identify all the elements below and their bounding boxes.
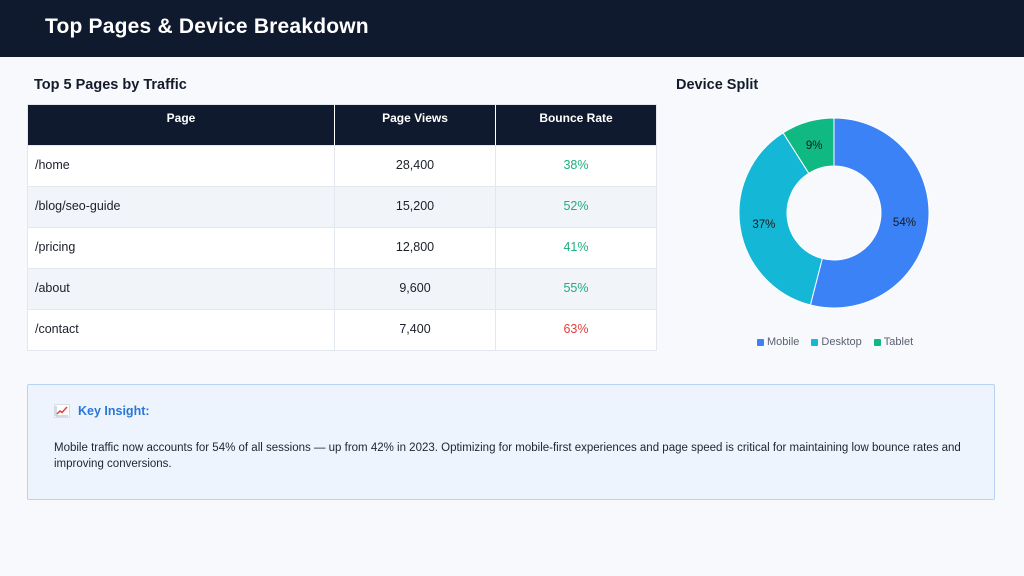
page-views-cell: 9,600	[335, 269, 496, 309]
bounce-rate-cell: 41%	[563, 240, 589, 254]
column-header-page[interactable]: Page	[28, 105, 335, 145]
legend-swatch-desktop	[811, 338, 819, 346]
legend-swatch-tablet	[873, 338, 881, 346]
page-cell: /home	[28, 146, 335, 186]
legend-item-mobile[interactable]: Mobile	[757, 336, 799, 348]
table-header-row: Page Page Views Bounce Rate	[28, 105, 656, 145]
table-row[interactable]: /blog/seo-guide 15,200 52%	[28, 186, 656, 227]
page-cell: /about	[28, 269, 335, 309]
donut-chart-svg: 54% 37% 9%	[738, 117, 930, 309]
column-header-page-views[interactable]: Page Views	[335, 105, 496, 145]
table-row[interactable]: /about 9,600 55%	[28, 268, 656, 309]
table-row[interactable]: /home 28,400 38%	[28, 145, 656, 186]
insight-title: Key Insight:	[78, 404, 150, 418]
donut-slice-desktop[interactable]	[738, 132, 823, 306]
page-cell: /blog/seo-guide	[28, 187, 335, 227]
donut-slice-mobile[interactable]	[809, 117, 930, 309]
device-split-title: Device Split	[676, 77, 759, 93]
page-title: Top Pages & Device Breakdown	[45, 15, 369, 38]
slice-label-desktop: 37%	[752, 219, 775, 231]
legend-item-desktop[interactable]: Desktop	[811, 336, 862, 348]
table-title: Top 5 Pages by Traffic	[34, 77, 187, 93]
insight-body-text: Mobile traffic now accounts for 54% of a…	[54, 442, 961, 470]
legend-label-mobile: Mobile	[767, 336, 800, 348]
slice-label-mobile: 54%	[893, 217, 916, 229]
bounce-rate-cell: 63%	[563, 322, 589, 336]
device-split-donut-chart: 54% 37% 9%	[730, 112, 940, 314]
donut-slice-tablet[interactable]	[782, 117, 835, 175]
page-cell: /pricing	[28, 228, 335, 268]
legend-label-desktop: Desktop	[821, 336, 862, 348]
legend-item-tablet[interactable]: Tablet	[873, 336, 914, 348]
top-pages-table: Page Page Views Bounce Rate /home 28,400…	[27, 104, 657, 351]
chart-increasing-icon	[54, 404, 70, 418]
page-views-cell: 28,400	[335, 146, 496, 186]
insight-header: Key Insight:	[54, 404, 150, 418]
legend-label-tablet: Tablet	[883, 336, 914, 348]
key-insight-panel: Key Insight: Mobile traffic now accounts…	[27, 384, 995, 500]
page-views-cell: 12,800	[335, 228, 496, 268]
legend-swatch-mobile	[757, 338, 764, 346]
bounce-rate-cell: 52%	[563, 199, 589, 213]
bounce-rate-cell: 38%	[563, 158, 589, 172]
header-bar: Top Pages & Device Breakdown	[0, 0, 1024, 57]
table-row[interactable]: /pricing 12,800 41%	[28, 227, 656, 268]
page-cell: /contact	[28, 310, 335, 350]
page-views-cell: 7,400	[335, 310, 496, 350]
bounce-rate-cell: 55%	[563, 281, 589, 295]
table-row[interactable]: /contact 7,400 63%	[28, 309, 656, 350]
column-header-bounce-rate[interactable]: Bounce Rate	[539, 111, 613, 125]
chart-legend: Mobile Desktop Tablet	[757, 336, 913, 348]
slice-label-tablet: 9%	[806, 140, 823, 152]
page-views-cell: 15,200	[335, 187, 496, 227]
